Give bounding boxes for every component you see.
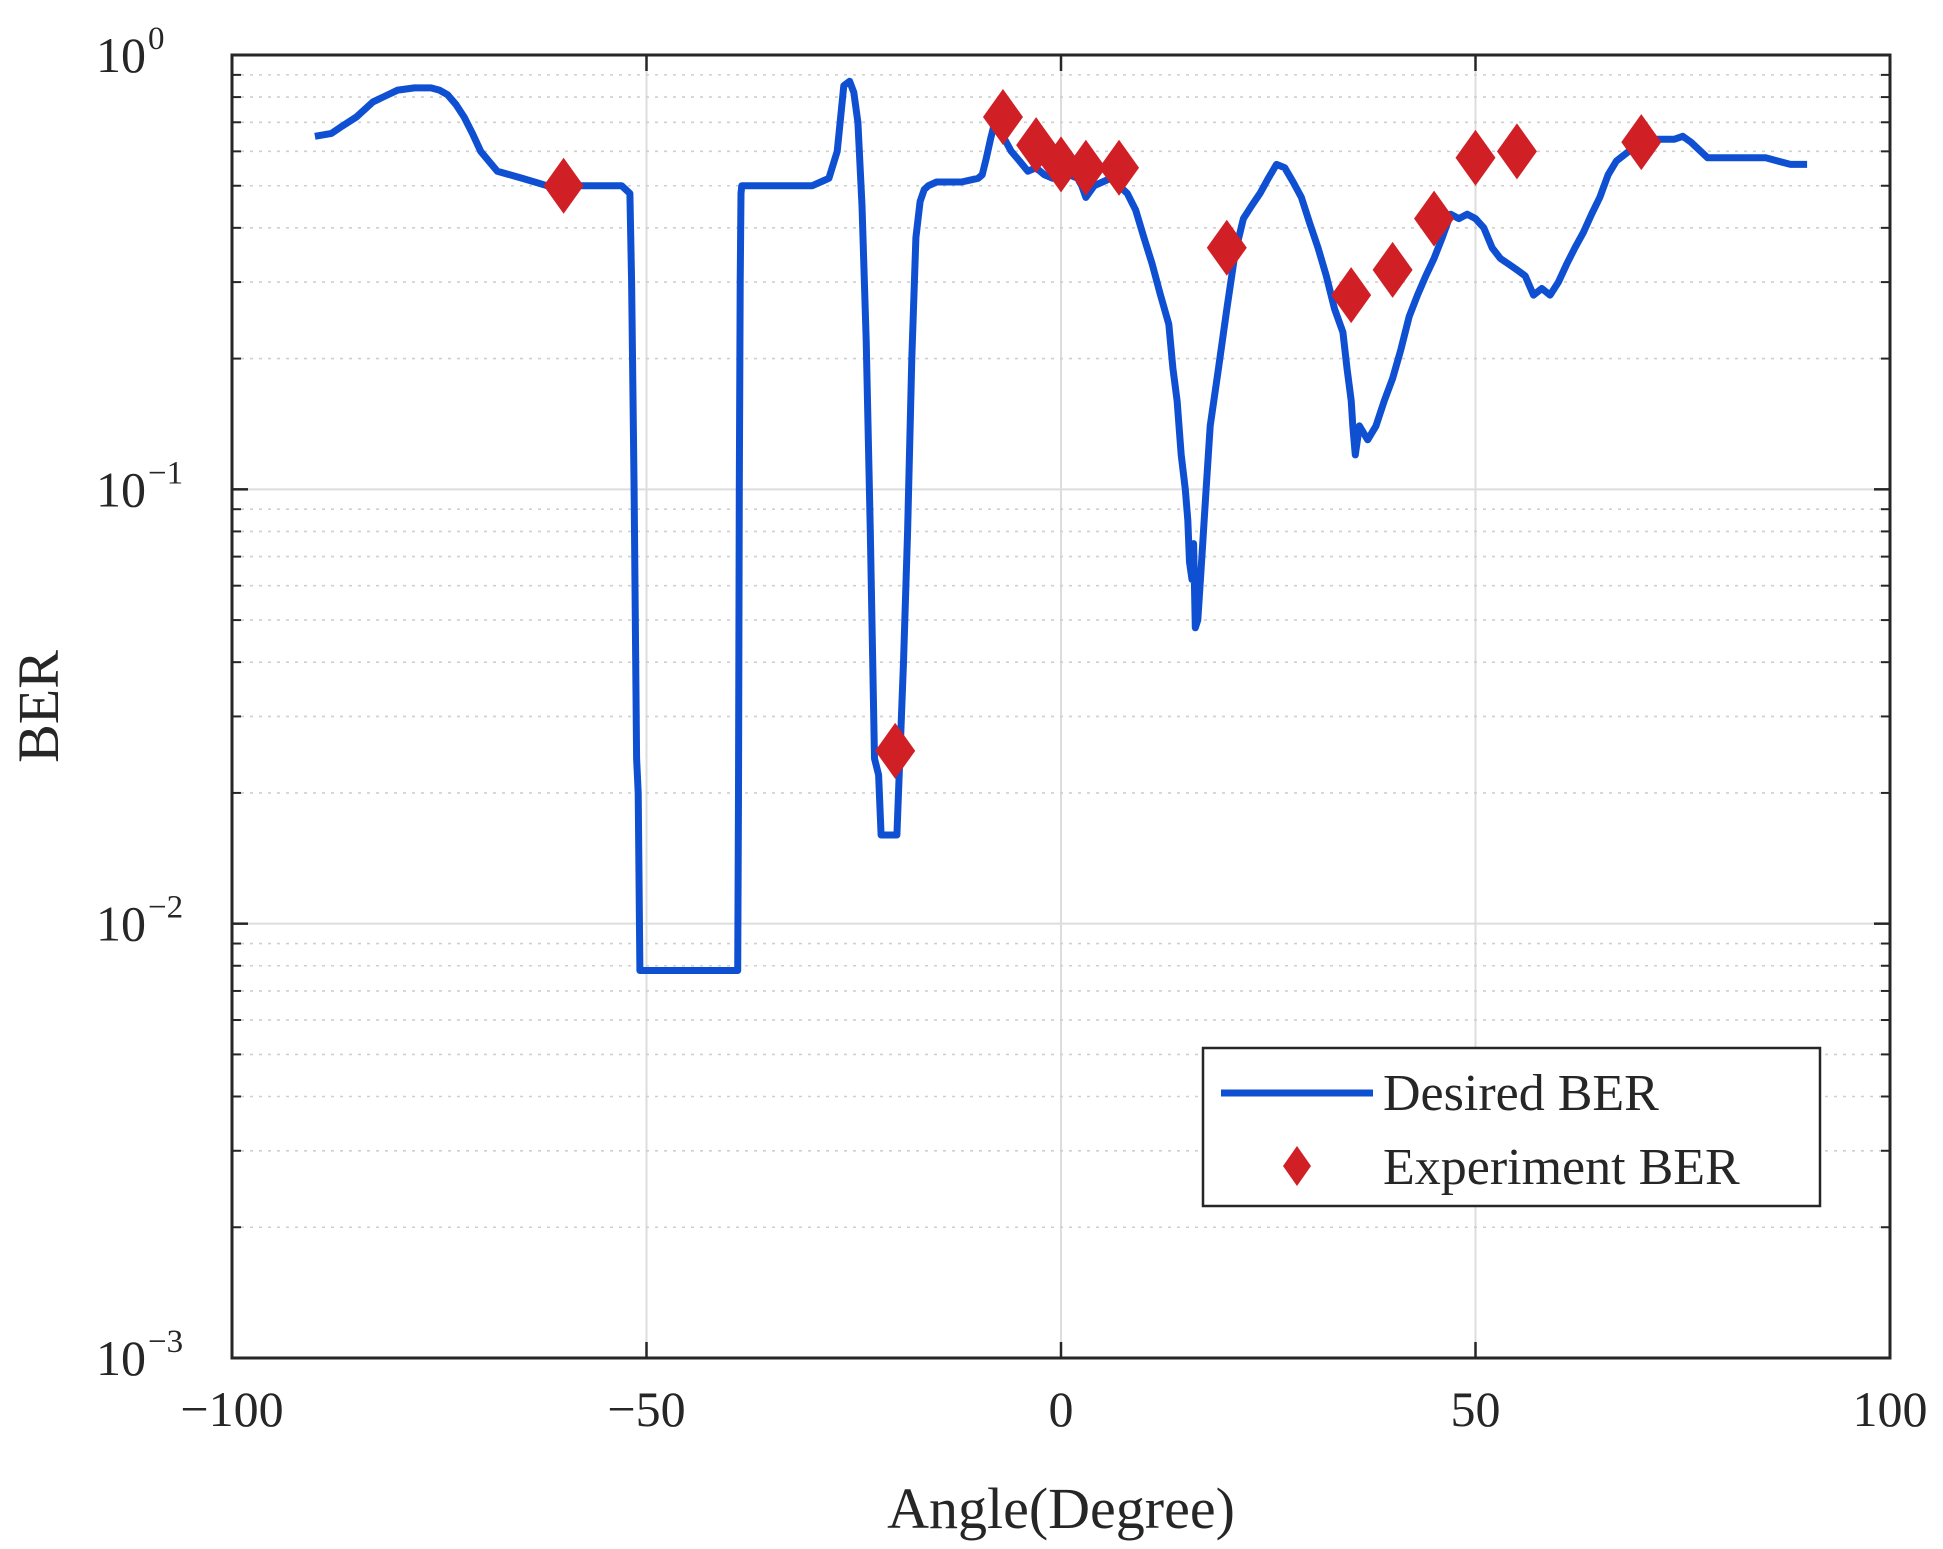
y-tick-label-base: 10 [96,461,146,517]
experiment-ber-point [1414,190,1455,247]
x-tick-label: −100 [180,1381,283,1437]
experiment-ber-point [1372,241,1413,298]
experiment-ber-point [1496,123,1537,180]
x-tick-label: 100 [1853,1381,1928,1437]
experiment-ber-point [1331,267,1372,324]
y-tick-label-exponent: −1 [148,455,183,491]
x-tick-label: 0 [1049,1381,1074,1437]
desired-ber-line [314,77,1808,974]
x-tick-label: 50 [1451,1381,1501,1437]
y-tick-label-exponent: −3 [148,1324,183,1360]
plot-area [314,77,1808,974]
legend-label-desired: Desired BER [1383,1065,1659,1122]
legend-diamond-swatch [1283,1146,1311,1186]
experiment-ber-point [1621,114,1662,171]
experiment-ber-point [543,157,584,214]
y-tick-label-base: 10 [96,27,146,83]
y-axis-label: BER [6,650,71,763]
legend-label-experiment: Experiment BER [1383,1139,1740,1196]
y-tick-label-exponent: −2 [148,890,183,926]
legend: Desired BER Experiment BER [1201,1046,1822,1208]
y-tick-label-exponent: 0 [148,21,165,57]
x-tick-label: −50 [607,1381,685,1437]
experiment-ber-point [982,88,1023,145]
x-axis-label: Angle(Degree) [887,1476,1235,1541]
y-tick-label-base: 10 [96,896,146,952]
experiment-ber-point [1206,219,1247,276]
experiment-ber-point [1041,136,1081,193]
legend-box [1201,1046,1822,1208]
y-tick-label-base: 10 [96,1330,146,1386]
experiment-ber-point [1455,129,1496,186]
experiment-ber-point [1065,139,1106,196]
experiment-ber-point [875,722,916,779]
experiment-ber-point [1099,139,1140,196]
